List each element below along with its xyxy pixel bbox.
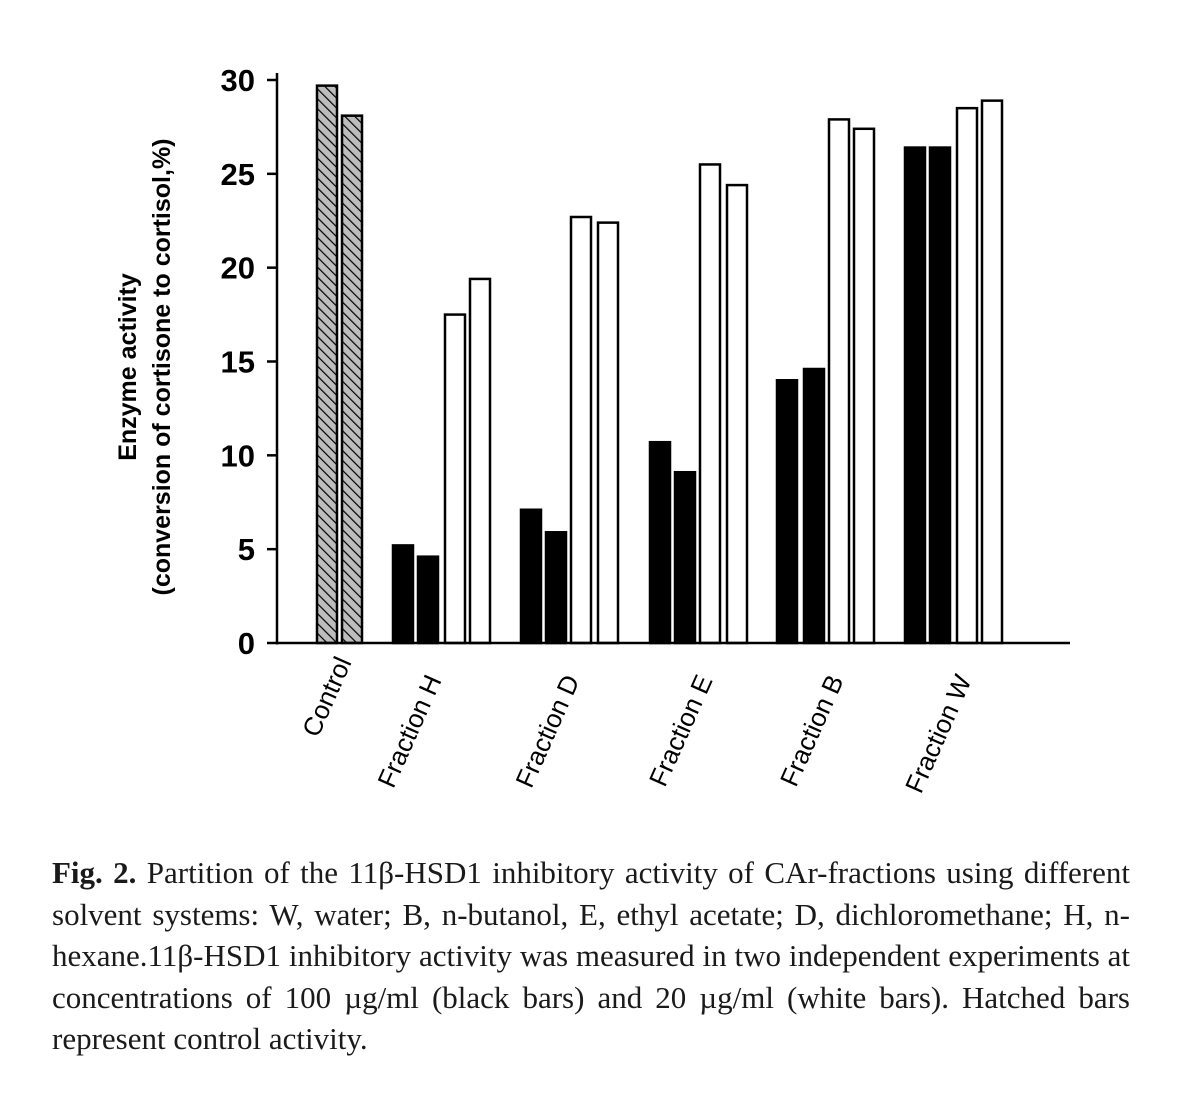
x-axis-labels: Control Fraction H Fraction D Fraction E Fra… [296,652,978,797]
bar-fraction-w-white-2 [980,99,1004,645]
bar-fraction-b-white-1 [827,118,851,645]
bar-fraction-b-black-2 [802,367,826,645]
y-tick-label: 10 [221,438,255,473]
bar-fraction-w-white-1 [955,106,979,645]
bar-fraction-h-black-2 [416,555,440,645]
figure-caption: Fig. 2. Partition of the 11β-HSD1 inhibi… [52,852,1130,1060]
y-tick-label: 30 [221,63,255,98]
bar-fraction-d-black-1 [519,508,543,645]
y-axis-ticks: 0 5 10 15 20 25 30 [221,63,277,661]
axes-group [275,73,1070,645]
x-category-label: Control [296,652,358,741]
bar-fraction-h-white-1 [443,313,467,645]
x-category-label: Fraction E [643,670,719,790]
bar-fraction-d-white-1 [569,215,593,645]
bar-control-hatched-2 [340,114,364,645]
x-category-label: Fraction D [509,670,585,792]
bar-chart: Enzyme activity (conversion of cortisone… [114,63,1070,797]
bar-control-hatched-1 [315,84,339,645]
x-category-label: Fraction W [899,670,978,797]
bar-fraction-e-white-1 [698,163,722,645]
y-axis-label-group: Enzyme activity (conversion of cortisone… [114,139,176,596]
caption-text: Partition of the 11β-HSD1 inhibitory act… [52,855,1130,1056]
bar-fraction-b-white-2 [852,127,876,645]
y-tick-label: 25 [221,157,255,192]
caption-label: Fig. 2. [52,855,137,890]
bars-group [315,84,1004,645]
bar-fraction-d-black-2 [544,531,568,645]
bar-fraction-d-white-2 [596,221,620,645]
bar-fraction-w-black-1 [903,146,927,645]
y-tick-label: 5 [238,532,255,567]
y-tick-label: 0 [238,626,255,661]
bar-fraction-e-black-2 [673,470,697,645]
bar-fraction-h-black-1 [391,544,415,645]
bar-fraction-e-white-2 [725,183,749,645]
bar-fraction-w-black-2 [928,146,952,645]
bar-fraction-e-black-1 [648,440,672,645]
x-category-label: Fraction H [371,670,447,792]
bar-fraction-h-white-2 [468,277,492,645]
x-category-label: Fraction B [774,670,850,790]
bar-fraction-b-black-1 [775,379,799,645]
y-tick-label: 15 [221,345,255,380]
y-tick-label: 20 [221,251,255,286]
y-axis-label-line1: Enzyme activity [114,273,142,461]
y-axis-label-line2: (conversion of cortisone to cortisol,%) [148,139,176,596]
